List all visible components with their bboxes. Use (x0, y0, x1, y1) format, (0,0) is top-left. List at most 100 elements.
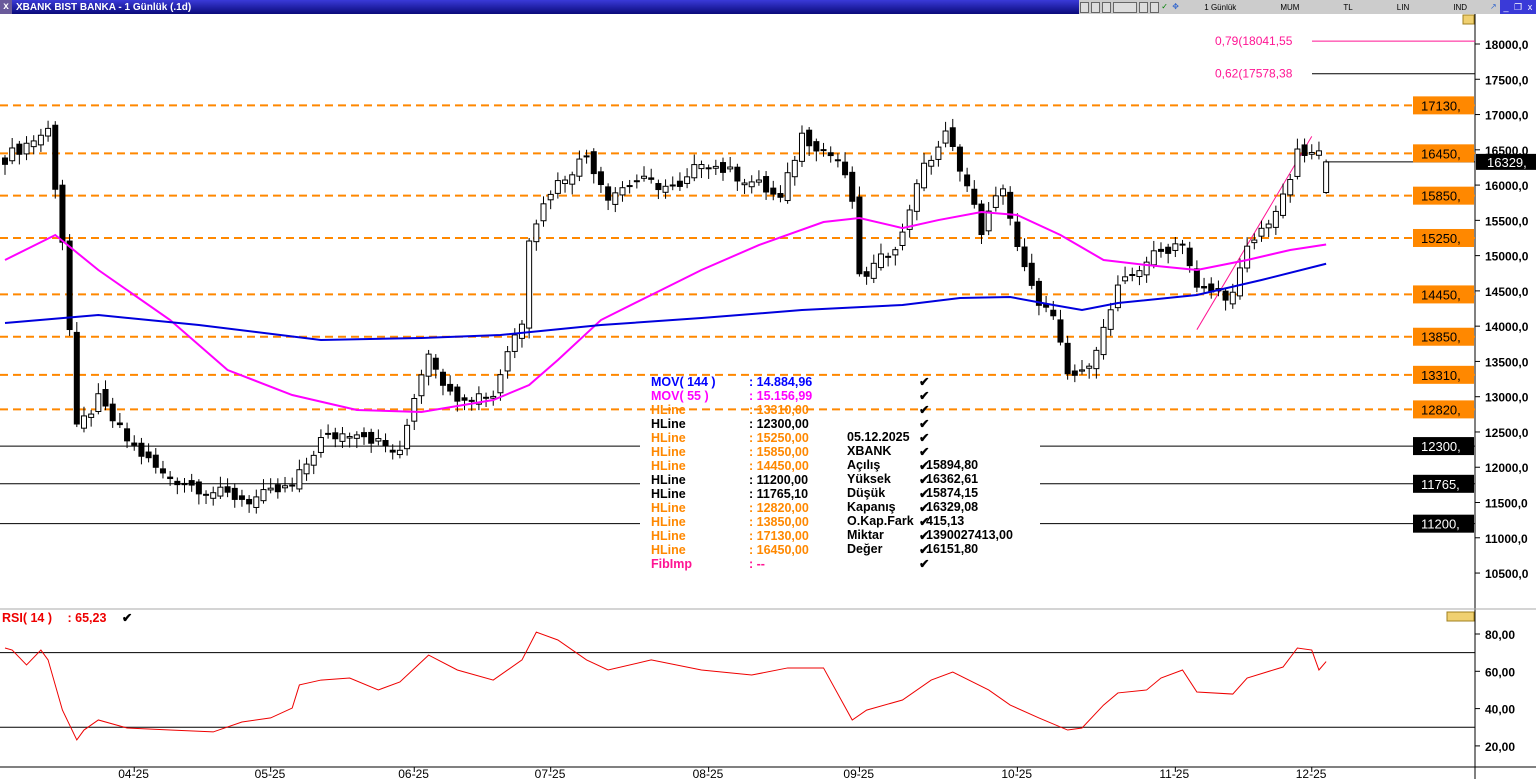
candle (1014, 213, 1021, 252)
candle-body (612, 192, 619, 205)
candle-body (454, 386, 461, 402)
candle-body (267, 487, 274, 491)
legend-name: HLine (651, 487, 686, 501)
price-chart[interactable]: 18000,017500,017000,016500,016000,015500… (0, 14, 1536, 779)
candle (676, 172, 683, 191)
candle (849, 166, 856, 209)
tool-icon[interactable] (1080, 1, 1090, 13)
legend-item[interactable]: HLine: 16450,00 ✔ (651, 543, 933, 557)
legend-item[interactable]: HLine: 15850,00 ✔ (651, 445, 933, 459)
candle (605, 183, 612, 211)
candle-body (985, 210, 992, 232)
candle-body (483, 396, 490, 399)
check-icon[interactable]: ✔ (919, 375, 930, 389)
scale-button[interactable]: LIN (1396, 2, 1410, 12)
candle (928, 155, 935, 175)
check-icon[interactable]: ✔ (919, 557, 930, 571)
candle-body (554, 180, 561, 194)
info-date: 05.12.2025 (847, 430, 910, 444)
candle-body (820, 149, 827, 152)
legend-value: : 13850,00 (749, 515, 809, 529)
candle (59, 179, 66, 251)
panel-marker-icon (1446, 611, 1475, 622)
check-icon[interactable]: ✔ (919, 473, 930, 487)
legend-item[interactable]: HLine: 17130,00 ✔ (651, 529, 933, 543)
candle-body (1323, 161, 1330, 194)
check-icon[interactable]: ✔ (919, 459, 930, 473)
candle (483, 392, 490, 407)
candle (174, 477, 181, 495)
candle (1186, 241, 1193, 273)
currency-button[interactable]: TL (1343, 2, 1353, 12)
indicator-button[interactable]: IND (1453, 2, 1467, 12)
legend-item[interactable]: FibImp: -- ✔ (651, 557, 933, 571)
check-icon[interactable]: ✔ (919, 515, 930, 529)
candle (684, 168, 691, 189)
legend-item[interactable]: HLine: 12820,00 ✔ (651, 501, 933, 515)
candle-body (1114, 284, 1121, 309)
period-button[interactable]: 1 Günlük (1204, 2, 1237, 12)
check-icon[interactable]: ✔ (919, 389, 930, 403)
check-icon[interactable]: ✔ (919, 501, 930, 515)
hline-price-box (1413, 285, 1474, 304)
candle (712, 159, 719, 176)
minimize-button[interactable]: _ (1500, 0, 1512, 14)
tool-icon[interactable] (1102, 1, 1112, 13)
candle-body (655, 183, 662, 191)
candle (547, 190, 554, 210)
check-icon[interactable]: ✔ (919, 417, 930, 431)
candle (741, 178, 748, 194)
candle-body (439, 371, 446, 386)
check-icon[interactable]: ✔ (919, 487, 930, 501)
candle-body (432, 357, 439, 370)
check-icon[interactable]: ✓ (1161, 1, 1168, 11)
tool-icon[interactable] (1150, 1, 1160, 13)
legend-item[interactable]: HLine: 12300,00 ✔ (651, 417, 933, 431)
candle (124, 422, 131, 449)
candle (131, 435, 138, 451)
check-icon[interactable]: ✔ (919, 529, 930, 543)
x-tick-label: 07-25 (535, 767, 566, 779)
x-tick-label: 09-25 (843, 767, 874, 779)
check-icon[interactable]: ✔ (121, 611, 133, 625)
candle (576, 150, 583, 182)
legend-item[interactable]: HLine: 15250,00 ✔ (651, 431, 933, 445)
chart-type-button[interactable]: MUM (1280, 2, 1300, 12)
check-icon[interactable]: ✔ (919, 543, 930, 557)
candle (1007, 186, 1014, 226)
restore-button[interactable]: ❐ (1512, 0, 1524, 14)
candle-body (597, 171, 604, 186)
legend-item[interactable]: HLine: 14450,00 ✔ (651, 459, 933, 473)
legend-item[interactable]: HLine: 11200,00 ✔ (651, 473, 933, 487)
candle-body (1122, 276, 1129, 282)
candle-body (346, 436, 353, 439)
tool-icon[interactable] (1139, 1, 1149, 13)
candle (1165, 243, 1172, 264)
legend-item[interactable]: MOV( 144 ): 14.884,96 ✔ (651, 375, 933, 389)
legend-item[interactable]: MOV( 55 ): 15.156,99 ✔ (651, 389, 933, 403)
close-chart-button[interactable]: x (0, 0, 12, 14)
candle-body (928, 159, 935, 167)
candle-body (80, 415, 87, 429)
candle-body (152, 454, 159, 468)
candle-body (145, 451, 152, 459)
check-icon[interactable]: ✔ (919, 445, 930, 459)
format-icon[interactable] (1113, 1, 1138, 13)
check-icon[interactable]: ✔ (919, 403, 930, 417)
candle (583, 149, 590, 164)
candle (956, 144, 963, 182)
candle-body (131, 442, 138, 446)
check-icon[interactable]: ✔ (919, 431, 930, 445)
candle-body (1064, 342, 1071, 375)
draw-icon[interactable]: ↗ (1490, 1, 1497, 11)
candle (863, 266, 870, 285)
legend-item[interactable]: HLine: 11765,10 ✔ (651, 487, 933, 501)
candle (253, 489, 260, 514)
legend-item[interactable]: HLine: 13310,00 ✔ (651, 403, 933, 417)
tool-icon[interactable] (1091, 1, 1101, 13)
candle-body (95, 393, 102, 413)
close-window-button[interactable]: x (1524, 0, 1536, 14)
arrows-icon[interactable]: ✥ (1172, 1, 1179, 11)
legend-item[interactable]: HLine: 13850,00 ✔ (651, 515, 933, 529)
candle (224, 478, 231, 498)
